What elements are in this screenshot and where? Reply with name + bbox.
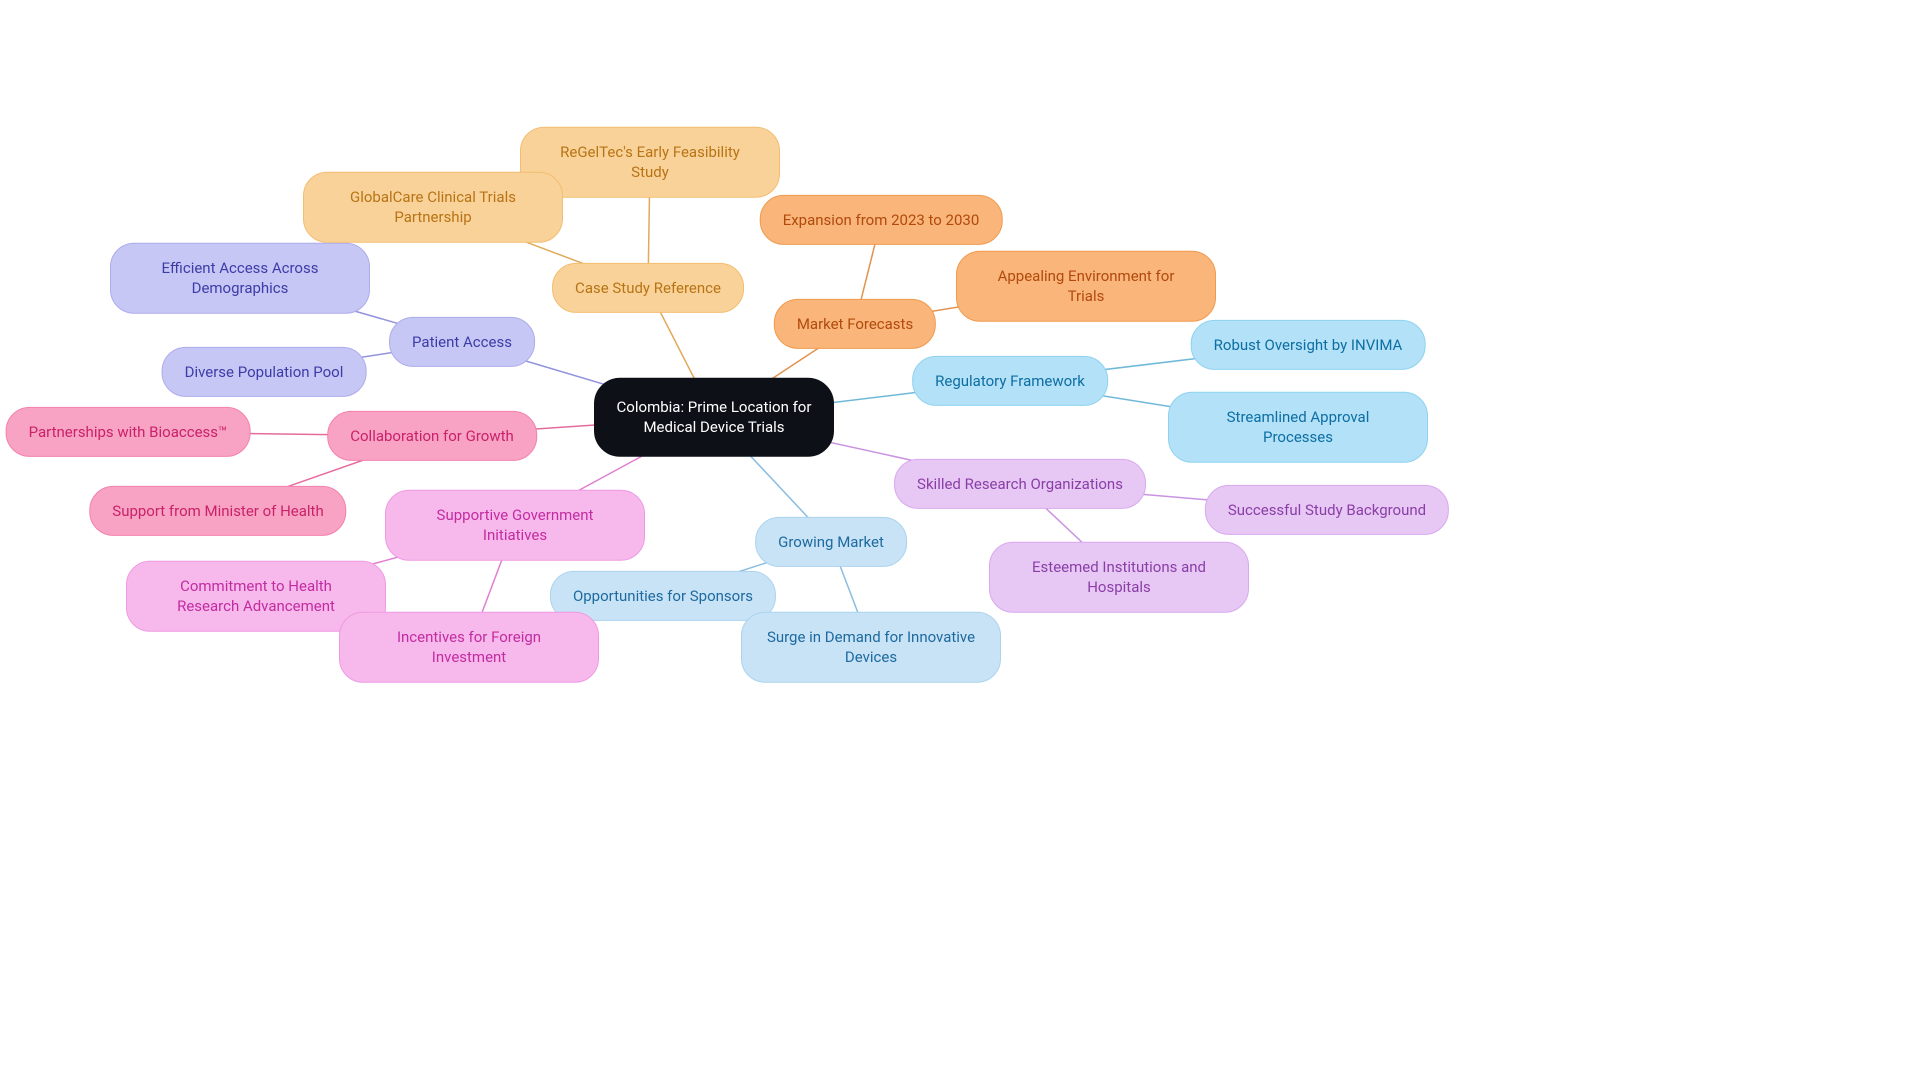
node-efficient-access: Efficient Access Across Demographics [110, 243, 370, 314]
node-patient-access: Patient Access [389, 317, 535, 367]
node-globalcare: GlobalCare Clinical Trials Partnership [303, 172, 563, 243]
node-successful-study: Successful Study Background [1205, 485, 1449, 535]
node-root: Colombia: Prime Location for Medical Dev… [594, 378, 834, 457]
node-minister: Support from Minister of Health [89, 486, 346, 536]
node-appealing-env: Appealing Environment for Trials [956, 251, 1216, 322]
node-expansion: Expansion from 2023 to 2030 [760, 195, 1003, 245]
node-invima: Robust Oversight by INVIMA [1191, 320, 1426, 370]
node-regulatory: Regulatory Framework [912, 356, 1108, 406]
node-incentives: Incentives for Foreign Investment [339, 612, 599, 683]
node-collaboration: Collaboration for Growth [327, 411, 537, 461]
node-skilled-research: Skilled Research Organizations [894, 459, 1146, 509]
node-diverse-pop: Diverse Population Pool [162, 347, 367, 397]
node-streamlined: Streamlined Approval Processes [1168, 392, 1428, 463]
node-esteemed: Esteemed Institutions and Hospitals [989, 542, 1249, 613]
edges-layer [0, 0, 1920, 1083]
node-gov-initiatives: Supportive Government Initiatives [385, 490, 645, 561]
node-bioaccess: Partnerships with Bioaccess™ [6, 407, 251, 457]
node-growing-market: Growing Market [755, 517, 907, 567]
node-surge: Surge in Demand for Innovative Devices [741, 612, 1001, 683]
node-case-study: Case Study Reference [552, 263, 744, 313]
node-market-forecasts: Market Forecasts [774, 299, 936, 349]
